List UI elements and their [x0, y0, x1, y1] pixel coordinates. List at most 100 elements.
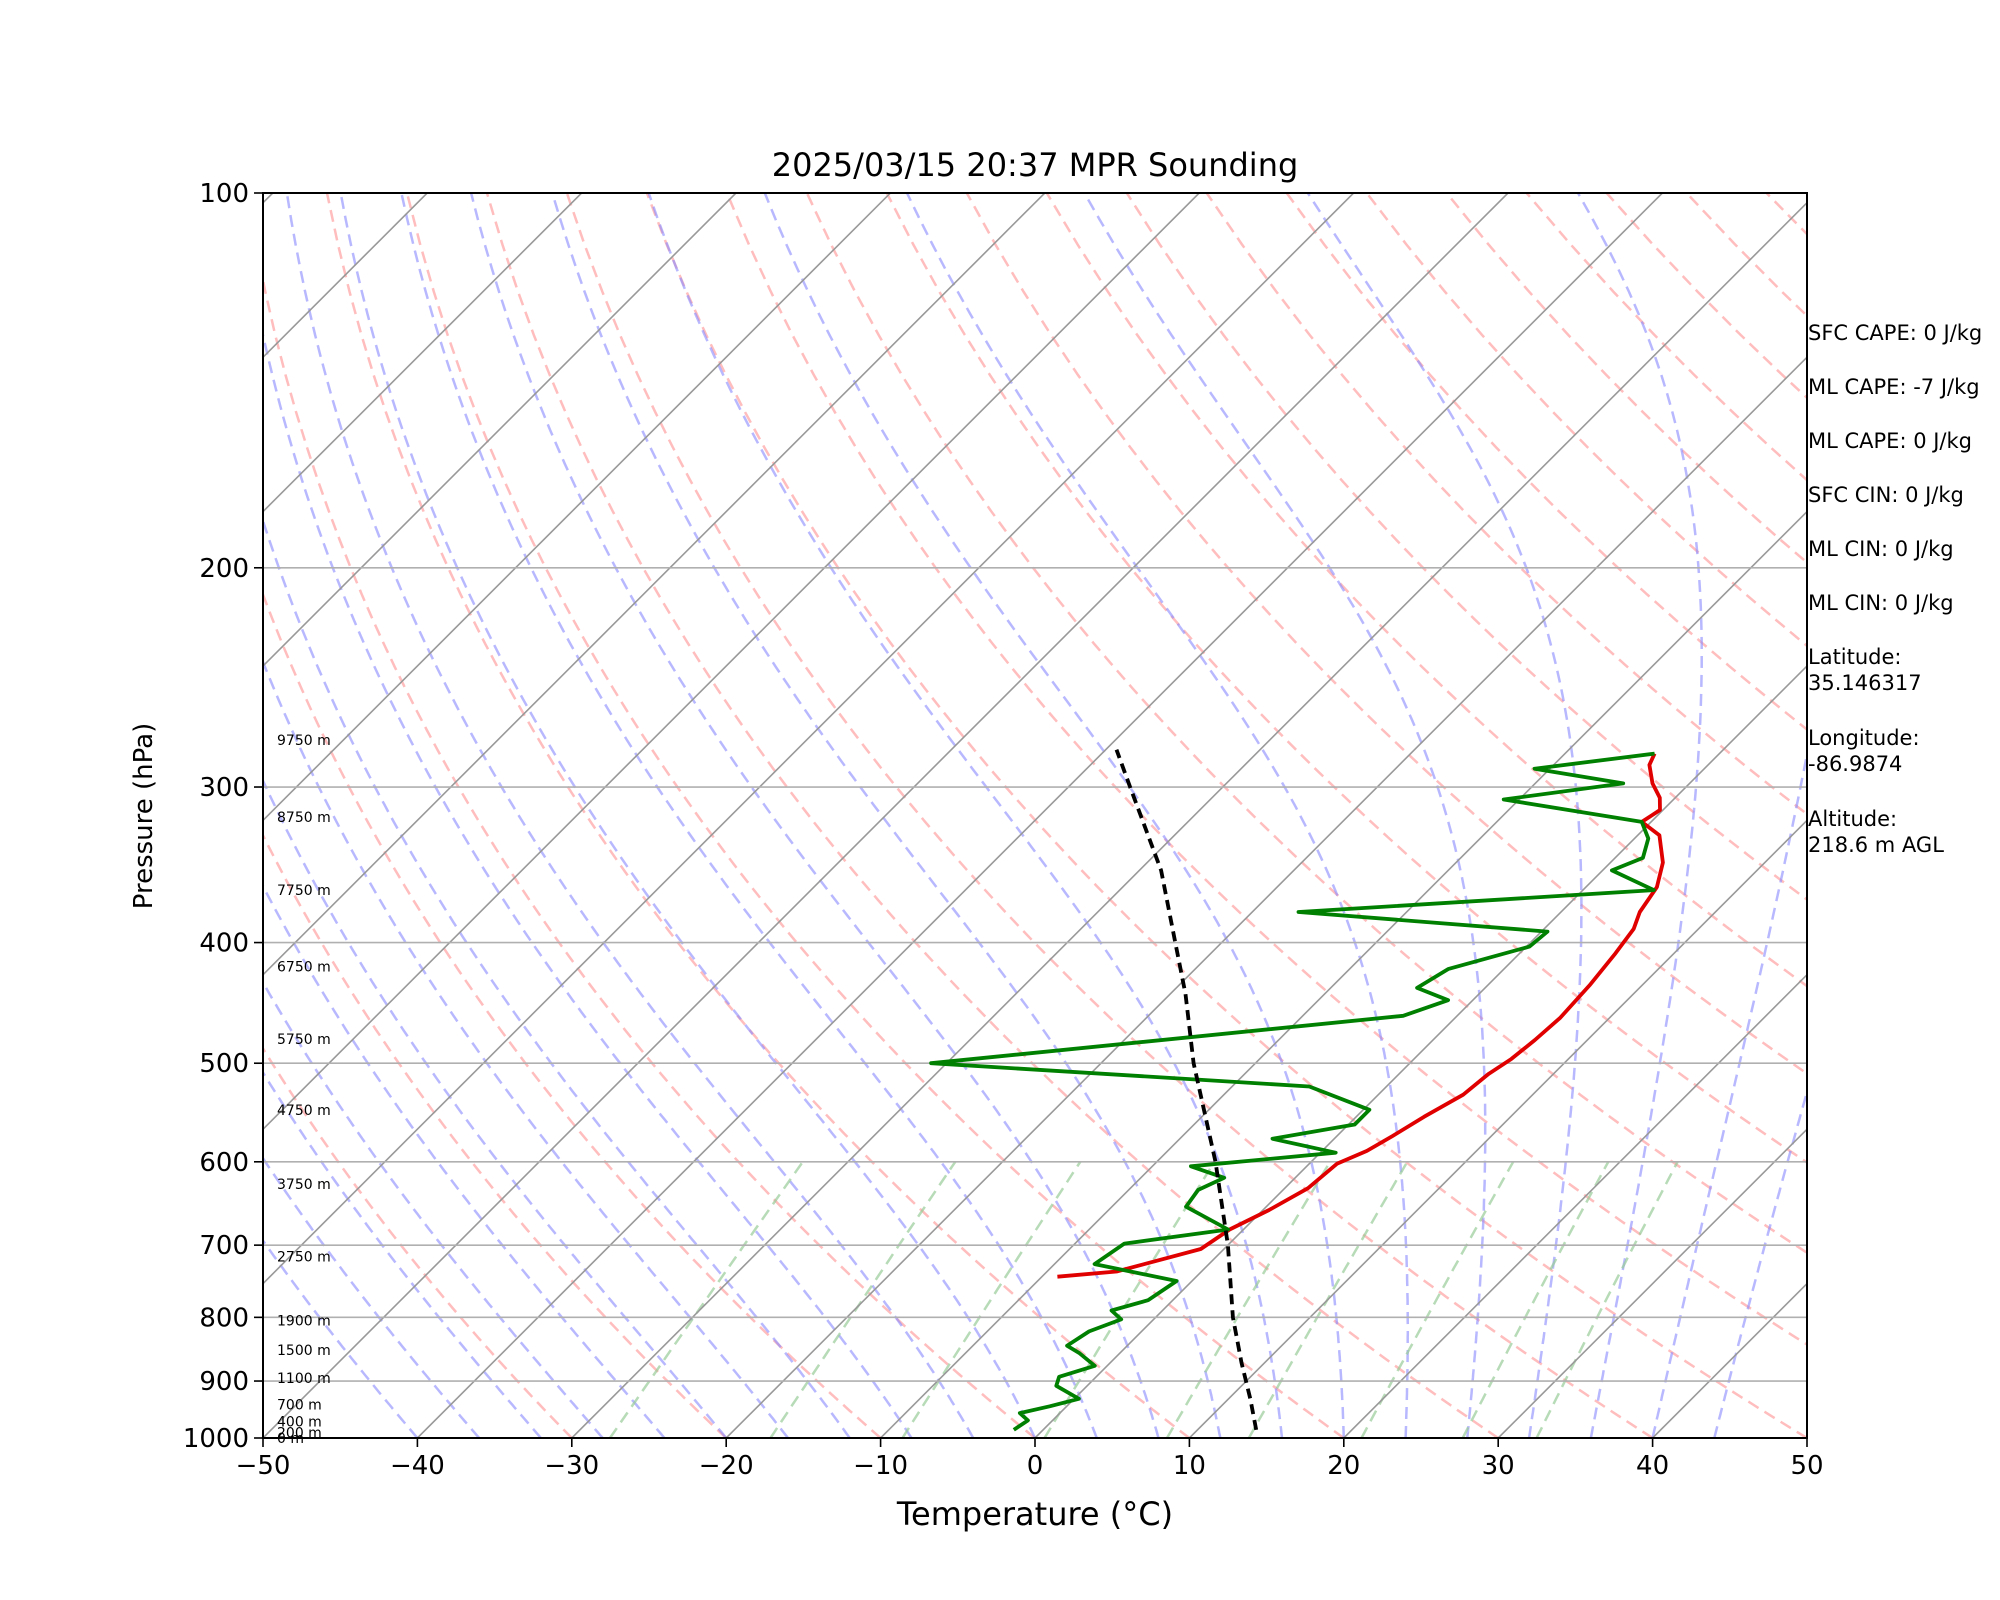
ml-cin-text: ML CIN: 0 J/kg	[1808, 537, 1954, 561]
longitude-value: -86.9874	[1808, 752, 1903, 776]
dry-adiabat	[885, 193, 1807, 1164]
x-tick-label: 40	[1636, 1451, 1669, 1481]
latitude-value: 35.146317	[1808, 671, 1922, 695]
dry-adiabat	[645, 193, 1807, 1438]
pressure-gridlines	[263, 193, 1807, 1438]
moist-adiabat	[263, 777, 728, 1438]
x-tick-label: 50	[1790, 1451, 1823, 1481]
background-lines	[0, 193, 1807, 1438]
mixing-ratio-line	[608, 1161, 804, 1438]
moist-adiabat	[551, 193, 1222, 1438]
chart-title: 2025/03/15 20:37 MPR Sounding	[772, 146, 1299, 184]
moist-adiabat	[263, 329, 913, 1438]
height-label: 2750 m	[277, 1250, 331, 1266]
temperature-line	[1057, 752, 1665, 1279]
isotherm	[880, 510, 1807, 1438]
y-tick-label: 400	[199, 929, 249, 959]
moist-adiabat	[1713, 1087, 1807, 1438]
moist-adiabat	[1306, 193, 1583, 1438]
y-tick-label: 900	[199, 1367, 249, 1397]
isotherm	[263, 193, 1046, 976]
y-tick-label: 600	[199, 1148, 249, 1178]
moist-adiabat	[263, 883, 666, 1438]
x-tick-label: 30	[1482, 1451, 1515, 1481]
ml-cin-text-2: ML CIN: 0 J/kg	[1808, 591, 1954, 615]
profile-lines	[929, 749, 1665, 1432]
y-tick-label: 500	[199, 1049, 249, 1079]
y-tick-label: 700	[199, 1231, 249, 1261]
isotherm	[263, 193, 1355, 1285]
moist-adiabat	[339, 193, 1037, 1438]
dry-adiabat	[805, 193, 1807, 1255]
isotherm	[0, 193, 118, 1438]
y-tick-label: 300	[199, 773, 249, 803]
x-tick-label: 20	[1327, 1451, 1360, 1481]
y-tick-label: 1000	[183, 1424, 249, 1454]
longitude-label: Longitude:	[1808, 726, 1920, 750]
height-label: 6750 m	[277, 959, 331, 975]
sfc-cape-text: SFC CAPE: 0 J/kg	[1808, 321, 1983, 345]
height-label: 7750 m	[277, 883, 331, 899]
height-label: 1900 m	[277, 1314, 331, 1330]
altitude-label: Altitude:	[1808, 807, 1898, 831]
mixing-ratio-line	[1535, 1161, 1679, 1438]
moist-adiabat	[263, 658, 789, 1438]
sfc-cin-text: SFC CIN: 0 J/kg	[1808, 483, 1964, 507]
dry-adiabat	[1285, 193, 1807, 732]
y-axis-label: Pressure (hPa)	[129, 723, 159, 910]
moist-adiabat	[763, 193, 1346, 1438]
dry-adiabat	[405, 193, 1345, 1438]
x-tick-label: 0	[1027, 1451, 1044, 1481]
height-label: 3750 m	[277, 1177, 331, 1193]
moist-adiabat	[469, 193, 1160, 1438]
height-label: 4750 m	[277, 1103, 331, 1119]
moist-adiabat	[285, 193, 975, 1438]
height-label: 5750 m	[277, 1032, 331, 1048]
moist-adiabat	[263, 980, 604, 1438]
dry-adiabat	[263, 273, 1036, 1438]
height-label: 1100 m	[277, 1371, 331, 1387]
dry-adiabat	[565, 193, 1654, 1438]
dry-adiabat	[325, 193, 1191, 1438]
height-label: 8750 m	[277, 810, 331, 826]
dry-adiabat	[1125, 193, 1807, 902]
axis-ticks: −50 −40 −30 −20 −10 0 10 20 30 40 50 100 200 300 400 50…	[183, 179, 1824, 1481]
height-label: 400 m	[277, 1415, 322, 1431]
moist-adiabat	[263, 1156, 481, 1438]
dry-adiabat	[725, 193, 1807, 1346]
mixing-ratio-line	[901, 1161, 1082, 1438]
dry-adiabat	[485, 193, 1499, 1438]
moist-adiabat	[263, 516, 851, 1438]
isotherm	[263, 193, 737, 668]
ml-cape-text: ML CAPE: -7 J/kg	[1808, 375, 1980, 399]
dry-adiabat	[263, 591, 882, 1438]
isotherm	[1343, 973, 1807, 1438]
moist-adiabat	[1651, 747, 1807, 1438]
y-tick-label: 100	[199, 179, 249, 209]
moist-adiabat	[263, 1070, 542, 1438]
dry-adiabat	[263, 832, 728, 1438]
y-tick-label: 800	[199, 1303, 249, 1333]
altitude-value: 218.6 m AGL	[1808, 833, 1944, 857]
x-tick-label: −20	[699, 1451, 754, 1481]
height-label: 1500 m	[277, 1343, 331, 1359]
isotherm	[263, 193, 583, 513]
isotherm	[263, 193, 1509, 1438]
x-axis-label: Temperature (°C)	[896, 1495, 1173, 1533]
isotherm	[725, 356, 1807, 1438]
y-tick-label: 200	[199, 554, 249, 584]
x-tick-label: −30	[544, 1451, 599, 1481]
plot-frame	[262, 192, 1808, 1439]
x-tick-label: −50	[236, 1451, 291, 1481]
isotherm	[571, 201, 1807, 1438]
moist-adiabat	[400, 193, 1098, 1438]
isotherm	[263, 193, 891, 822]
dry-adiabat	[1205, 193, 1807, 816]
dry-adiabat	[263, 1046, 573, 1438]
isotherm	[1034, 664, 1807, 1438]
moist-adiabat	[1083, 193, 1487, 1438]
x-tick-label: −40	[390, 1451, 445, 1481]
height-labels: 9750 m 8750 m 7750 m 6750 m 5750 m 4750 m 3750…	[277, 733, 331, 1447]
height-label: 9750 m	[277, 733, 331, 749]
